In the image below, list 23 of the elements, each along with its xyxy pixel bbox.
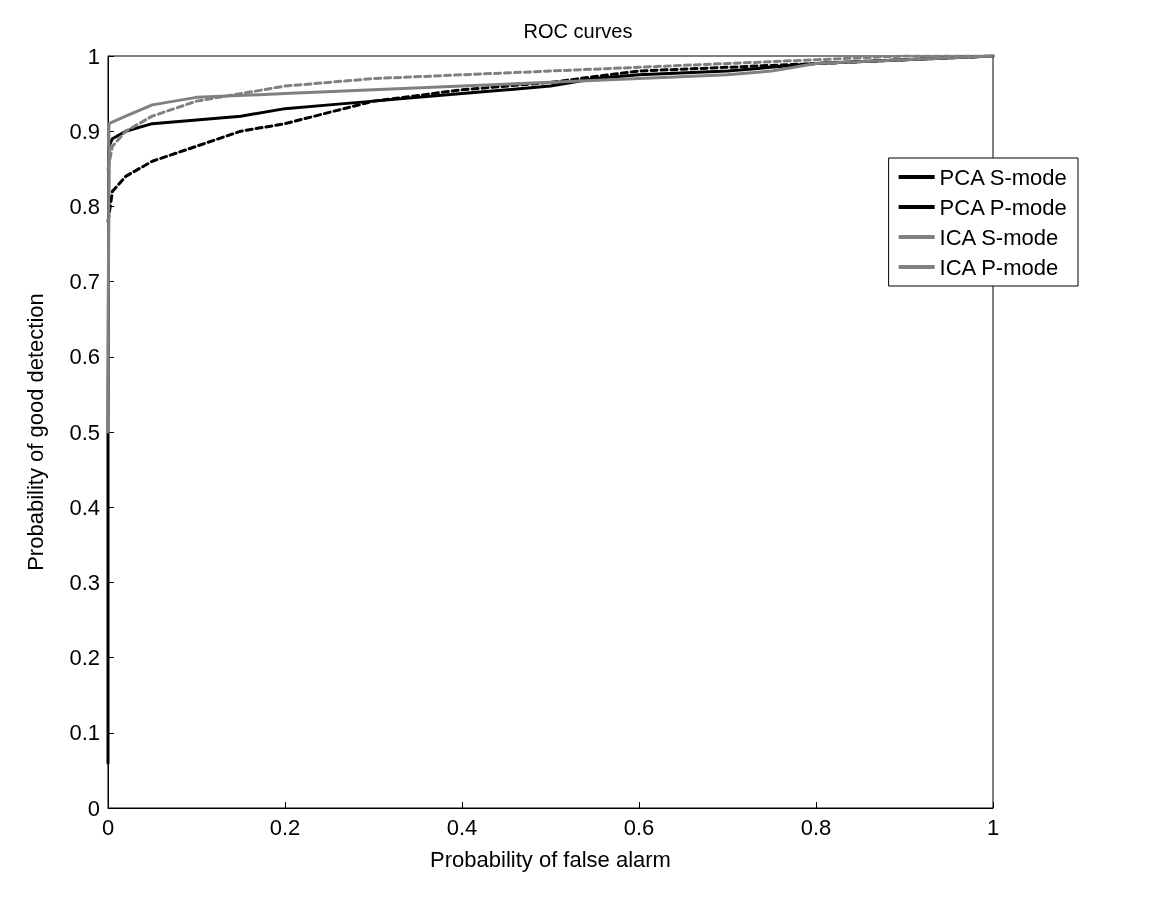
x-axis-title: Probability of false alarm [430, 846, 671, 872]
y-tick-label: 0.6 [69, 344, 100, 370]
y-tick-label: 0.8 [69, 193, 100, 219]
x-tick-label: 0.8 [800, 814, 832, 840]
y-tick-label: 0.5 [69, 419, 100, 445]
legend-label: PCA S-mode [939, 164, 1067, 190]
x-tick-label: 0.2 [269, 814, 301, 840]
y-tick-label: 0.1 [69, 720, 100, 746]
x-tick-label: 0.4 [446, 814, 478, 840]
legend-label: ICA S-mode [939, 224, 1059, 250]
chart-title: ROC curves [523, 20, 633, 42]
y-tick-label: 0.4 [69, 494, 100, 520]
y-tick-label: 0.7 [69, 269, 100, 295]
x-tick-label: 1 [986, 814, 1000, 840]
y-tick-label: 0.2 [69, 645, 100, 671]
y-tick-label: 0.3 [69, 569, 100, 595]
x-tick-label: 0.6 [623, 814, 655, 840]
legend-label: PCA P-mode [939, 194, 1067, 220]
y-tick-label: 0.9 [69, 118, 100, 144]
legend-label: ICA P-mode [939, 254, 1059, 280]
y-axis-title: Probability of good detection [22, 293, 48, 571]
y-tick-label: 1 [87, 43, 100, 69]
y-tick-label: 0 [87, 795, 100, 821]
